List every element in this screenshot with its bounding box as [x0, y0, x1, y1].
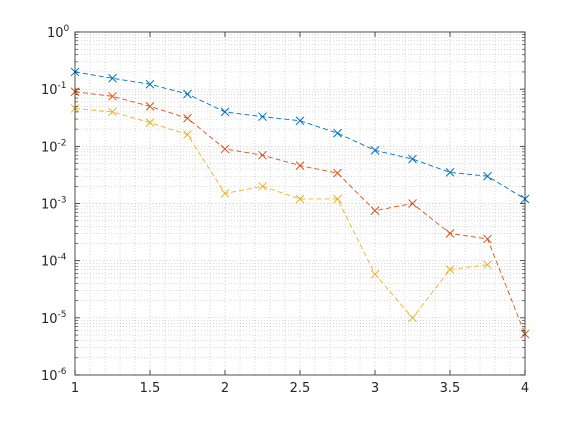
- data-point-marker: [370, 206, 380, 215]
- data-point-marker: [145, 102, 155, 111]
- data-point-marker: [370, 269, 380, 279]
- data-point-marker: [183, 89, 192, 99]
- data-point-marker: [408, 154, 417, 164]
- data-point-marker: [145, 79, 155, 89]
- x-tick-label: 3.5: [440, 381, 461, 396]
- x-tick-label: 4: [521, 381, 529, 396]
- y-tick-label: 10-2: [41, 138, 67, 155]
- data-point-marker: [295, 161, 305, 170]
- x-axis-tick-labels: 1 1.5 2 2.5 3 3.5 4: [71, 381, 529, 396]
- data-point-marker: [408, 313, 417, 323]
- x-tick-label: 1.5: [140, 381, 161, 396]
- grid-lines: [74, 31, 526, 376]
- data-point-marker: [220, 107, 230, 117]
- y-tick-label: 10-5: [41, 310, 67, 327]
- x-tick-label: 2: [221, 381, 229, 396]
- y-tick-label: 10-6: [41, 367, 67, 384]
- series-line: [74, 108, 488, 319]
- data-point-marker: [108, 91, 117, 101]
- y-axis-tick-labels: 100 10-1 10-2 10-3 10-4 10-5 10-6: [41, 24, 70, 384]
- data-point-marker: [258, 181, 267, 191]
- data-point-marker: [333, 168, 342, 178]
- data-point-marker: [445, 229, 455, 238]
- data-point-marker: [408, 199, 417, 208]
- y-tick-label: 10-3: [41, 196, 67, 213]
- data-point-marker: [183, 113, 192, 123]
- data-point-marker: [183, 130, 192, 140]
- data-point-marker: [333, 128, 342, 138]
- data-point-marker: [445, 265, 455, 274]
- x-tick-label: 2.5: [290, 381, 311, 396]
- data-point-marker: [258, 112, 267, 122]
- series-group: [70, 67, 530, 339]
- data-point-marker: [483, 260, 492, 270]
- y-tick-label: 100: [47, 24, 70, 41]
- data-point-marker: [483, 234, 492, 244]
- axis-ticks: [74, 31, 526, 376]
- data-point-marker: [258, 150, 267, 160]
- data-point-marker: [295, 194, 305, 204]
- data-point-marker: [333, 194, 342, 204]
- x-tick-label: 1: [71, 381, 79, 396]
- data-point-marker: [370, 146, 380, 155]
- y-tick-label: 10-1: [41, 81, 67, 98]
- data-point-marker: [445, 168, 455, 177]
- data-point-marker: [220, 144, 230, 154]
- y-tick-label: 10-4: [41, 253, 67, 270]
- data-point-marker: [145, 118, 155, 127]
- data-point-marker: [220, 189, 230, 198]
- x-tick-label: 3: [371, 381, 379, 396]
- data-point-marker: [483, 171, 492, 181]
- data-point-marker: [108, 73, 117, 83]
- data-point-marker: [295, 116, 305, 126]
- data-point-marker: [108, 107, 117, 117]
